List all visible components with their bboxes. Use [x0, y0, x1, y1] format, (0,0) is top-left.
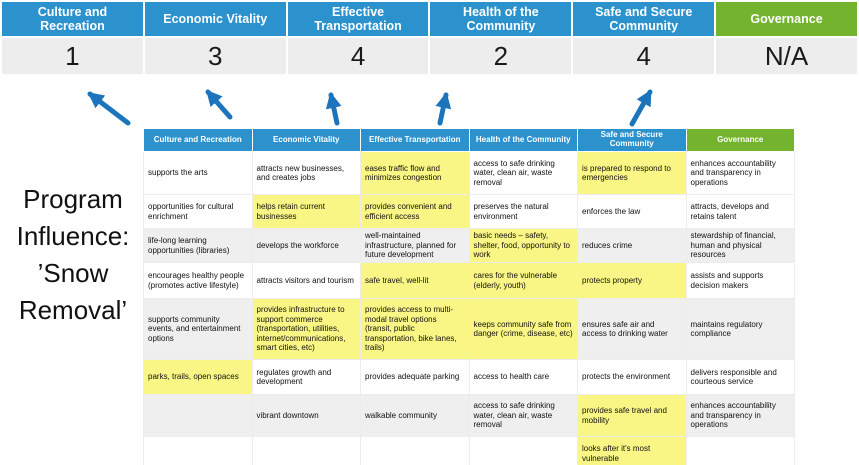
summary-score-governance: N/A [716, 38, 857, 74]
summary-header-economic-vitality: Economic Vitality [144, 2, 286, 36]
table-row: supports community events, and entertain… [143, 298, 795, 360]
table-row: parks, trails, open spaces regulates gro… [143, 359, 795, 395]
matrix-cell: enforces the law [577, 194, 687, 229]
matrix-cell [143, 436, 253, 465]
matrix-cell: regulates growth and development [251, 359, 361, 395]
matrix-cell: access to safe drinking water, clean air… [468, 394, 578, 437]
matrix-cell: supports the arts [143, 151, 253, 195]
matrix-cell: enhances accountability and transparency… [685, 394, 795, 437]
matrix-cell: reduces crime [577, 228, 687, 263]
summary-col-health-of-the-community: Health of the Community 2 [430, 2, 572, 74]
matrix-cell: protects the environment [577, 359, 687, 395]
summary-col-culture-and-recreation: Culture and Recreation 1 [2, 2, 143, 74]
summary-header-culture-and-recreation: Culture and Recreation [2, 2, 143, 36]
matrix-cell: supports community events, and entertain… [143, 298, 253, 360]
matrix-cell: vibrant downtown [251, 394, 361, 437]
matrix-cell: provides safe travel and mobility [577, 394, 687, 437]
matrix-header-safe-and-secure-community: Safe and Secure Community [577, 128, 687, 152]
matrix-cell: parks, trails, open spaces [143, 359, 253, 395]
summary-col-economic-vitality: Economic Vitality 3 [144, 2, 286, 74]
matrix-header-culture-and-recreation: Culture and Recreation [143, 128, 253, 152]
matrix-cell: provides convenient and efficient access [360, 194, 470, 229]
summary-score-culture-and-recreation: 1 [2, 38, 143, 74]
matrix-cell: delivers responsible and courteous servi… [685, 359, 795, 395]
summary-score-safe-and-secure-community: 4 [573, 38, 715, 74]
arrow-transportation-icon [325, 92, 342, 126]
matrix-cell: access to health care [468, 359, 578, 395]
matrix-cell: opportunities for cultural enrichment [143, 194, 253, 229]
summary-header-effective-transportation: Effective Transportation [287, 2, 429, 36]
matrix-cell: preserves the natural environment [468, 194, 578, 229]
matrix-cell: looks after it's most vulnerable [577, 436, 687, 465]
summary-score-economic-vitality: 3 [144, 38, 286, 74]
matrix-cell: access to safe drinking water, clean air… [468, 151, 578, 195]
summary-score-effective-transportation: 4 [287, 38, 429, 74]
matrix-cell: encourages healthy people (promotes acti… [143, 262, 253, 299]
summary-score-health-of-the-community: 2 [430, 38, 572, 74]
priority-summary-band: Culture and Recreation 1 Economic Vitali… [2, 2, 857, 74]
matrix-header-economic-vitality: Economic Vitality [251, 128, 361, 152]
arrow-safe-secure-icon [629, 89, 653, 127]
matrix-cell [251, 436, 361, 465]
matrix-cell: stewardship of financial, human and phys… [685, 228, 795, 263]
table-row: looks after it's most vulnerable [143, 436, 795, 465]
summary-col-governance: Governance N/A [716, 2, 857, 74]
matrix-cell: develops the workforce [251, 228, 361, 263]
matrix-cell [685, 436, 795, 465]
matrix-cell: well-maintained infrastructure, planned … [360, 228, 470, 263]
matrix-header-governance: Governance [685, 128, 795, 152]
matrix-cell: assists and supports decision makers [685, 262, 795, 299]
program-influence-label: Program Influence: ’Snow Removal’ [16, 184, 130, 325]
summary-col-effective-transportation: Effective Transportation 4 [287, 2, 429, 74]
matrix-cell: provides access to multi-modal travel op… [360, 298, 470, 360]
matrix-cell: is prepared to respond to emergencies [577, 151, 687, 195]
matrix-cell: eases traffic flow and minimizes congest… [360, 151, 470, 195]
matrix-cell [360, 436, 470, 465]
arrow-health-icon [435, 92, 452, 126]
matrix-cell: protects property [577, 262, 687, 299]
matrix-cell: maintains regulatory compliance [685, 298, 795, 360]
table-row: opportunities for cultural enrichment he… [143, 194, 795, 229]
matrix-header-health-of-the-community: Health of the Community [468, 128, 578, 152]
matrix-cell: walkable community [360, 394, 470, 437]
summary-col-safe-and-secure-community: Safe and Secure Community 4 [573, 2, 715, 74]
matrix-cell: attracts, develops and retains talent [685, 194, 795, 229]
summary-header-safe-and-secure-community: Safe and Secure Community [573, 2, 715, 36]
matrix-cell: provides infrastructure to support comme… [251, 298, 361, 360]
summary-header-governance: Governance [716, 2, 857, 36]
matrix-cell: attracts visitors and tourism [251, 262, 361, 299]
matrix-cell: cares for the vulnerable (elderly, youth… [468, 262, 578, 299]
matrix-cell: ensures safe air and access to drinking … [577, 298, 687, 360]
matrix-cell: keeps community safe from danger (crime,… [468, 298, 578, 360]
matrix-cell [143, 394, 253, 437]
summary-header-health-of-the-community: Health of the Community [430, 2, 572, 36]
matrix-header-effective-transportation: Effective Transportation [360, 128, 470, 152]
matrix-cell [468, 436, 578, 465]
table-row: encourages healthy people (promotes acti… [143, 262, 795, 299]
table-row: life-long learning opportunities (librar… [143, 228, 795, 263]
arrow-economic-icon [205, 89, 233, 120]
matrix-cell: basic needs – safety, shelter, food, opp… [468, 228, 578, 263]
table-row: vibrant downtown walkable community acce… [143, 394, 795, 437]
matrix-header-row: Culture and Recreation Economic Vitality… [143, 128, 795, 152]
matrix-cell: life-long learning opportunities (librar… [143, 228, 253, 263]
matrix-cell: enhances accountability and transparency… [685, 151, 795, 195]
matrix-cell: attracts new businesses, and creates job… [251, 151, 361, 195]
table-row: supports the arts attracts new businesse… [143, 151, 795, 195]
matrix-cell: helps retain current businesses [251, 194, 361, 229]
arrow-culture-icon [87, 91, 131, 126]
influence-matrix: Culture and Recreation Economic Vitality… [143, 128, 795, 465]
matrix-cell: provides adequate parking [360, 359, 470, 395]
matrix-cell: safe travel, well-lit [360, 262, 470, 299]
